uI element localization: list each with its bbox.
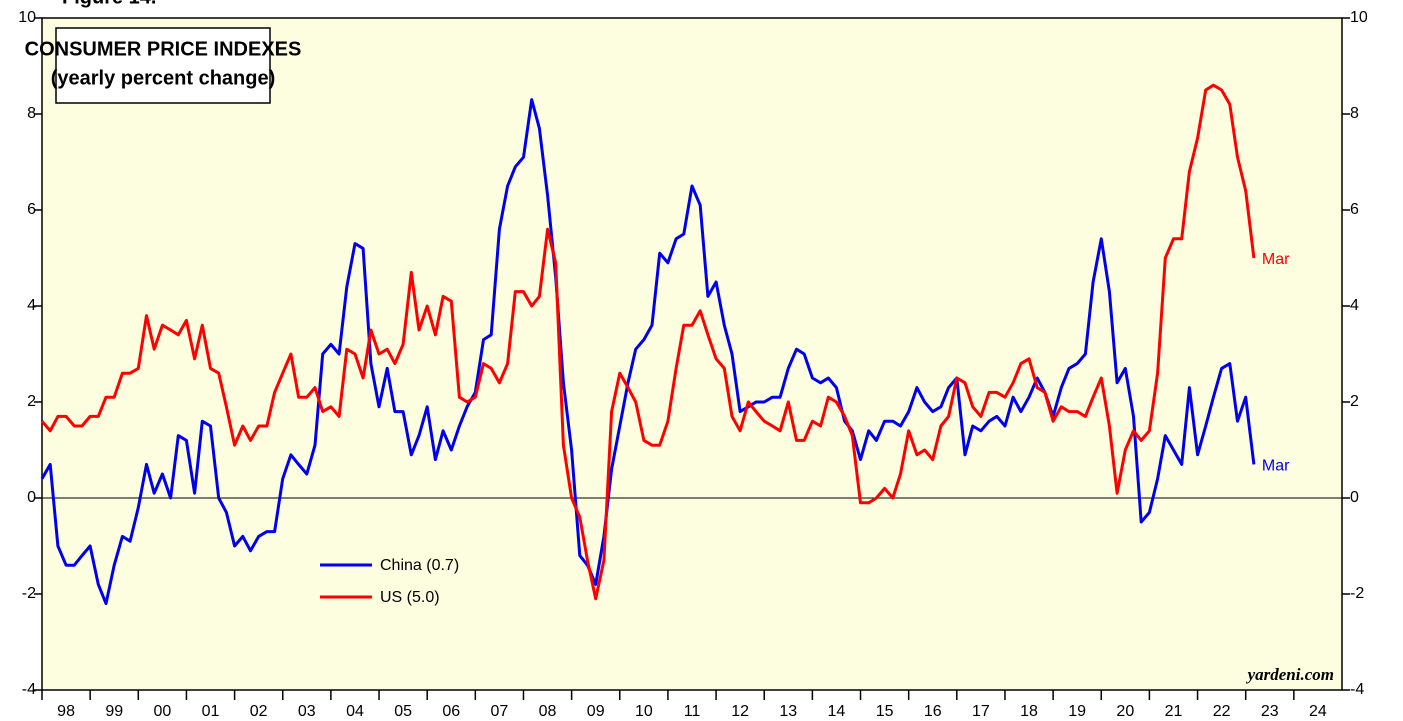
- x-tick-label: 04: [346, 703, 364, 720]
- y-tick-label: 8: [27, 105, 36, 122]
- x-tick-label: 00: [153, 703, 171, 720]
- x-tick-label: 01: [202, 703, 220, 720]
- y2-tick-label: 6: [1350, 201, 1359, 218]
- y2-tick-label: 8: [1350, 105, 1359, 122]
- y2-tick-label: -2: [1350, 585, 1364, 602]
- x-tick-label: 21: [1165, 703, 1183, 720]
- x-tick-label: 05: [394, 703, 412, 720]
- x-tick-label: 13: [779, 703, 797, 720]
- x-tick-label: 08: [539, 703, 557, 720]
- x-tick-label: 06: [442, 703, 460, 720]
- x-tick-label: 24: [1309, 703, 1327, 720]
- x-tick-label: 14: [828, 703, 846, 720]
- plot-area: [41, 17, 1343, 691]
- x-tick-label: 19: [1068, 703, 1086, 720]
- x-tick-label: 02: [250, 703, 268, 720]
- chart-subtitle: (yearly percent change): [51, 67, 276, 89]
- end-label: Mar: [1262, 458, 1290, 475]
- legend-label: China (0.7): [380, 557, 459, 574]
- source: yardeni.com: [1246, 665, 1334, 684]
- x-tick-label: 07: [491, 703, 509, 720]
- x-tick-label: 17: [972, 703, 990, 720]
- y2-tick-label: 2: [1350, 393, 1359, 410]
- title-box: [55, 27, 271, 104]
- y-tick-label: -2: [22, 585, 36, 602]
- y2-tick-label: -4: [1350, 681, 1364, 698]
- x-tick-label: 09: [587, 703, 605, 720]
- x-tick-label: 12: [731, 703, 749, 720]
- x-tick-label: 03: [298, 703, 316, 720]
- figure-label: Figure 14.: [62, 0, 156, 8]
- chart-title: CONSUMER PRICE INDEXES: [25, 38, 302, 60]
- x-tick-label: 22: [1213, 703, 1231, 720]
- x-tick-label: 99: [105, 703, 123, 720]
- x-tick-label: 10: [635, 703, 653, 720]
- end-label: Mar: [1262, 251, 1290, 268]
- x-tick-label: 11: [684, 703, 701, 720]
- y-tick-label: 2: [27, 393, 36, 410]
- y-tick-label: 6: [27, 201, 36, 218]
- x-tick-label: 23: [1261, 703, 1279, 720]
- y-tick-label: 0: [27, 489, 36, 506]
- y2-tick-label: 4: [1350, 297, 1359, 314]
- y2-tick-label: 10: [1350, 9, 1368, 26]
- y-tick-label: 4: [27, 297, 36, 314]
- y2-tick-label: 0: [1350, 489, 1359, 506]
- x-tick-label: 98: [57, 703, 75, 720]
- x-tick-label: 15: [876, 703, 894, 720]
- series-line: [40, 83, 1256, 601]
- legend-label: US (5.0): [380, 589, 440, 606]
- y-tick-label: 10: [18, 9, 36, 26]
- x-tick-label: 18: [1020, 703, 1038, 720]
- x-tick-label: 16: [924, 703, 942, 720]
- y-tick-label: -4: [22, 681, 36, 698]
- x-tick-label: 20: [1116, 703, 1134, 720]
